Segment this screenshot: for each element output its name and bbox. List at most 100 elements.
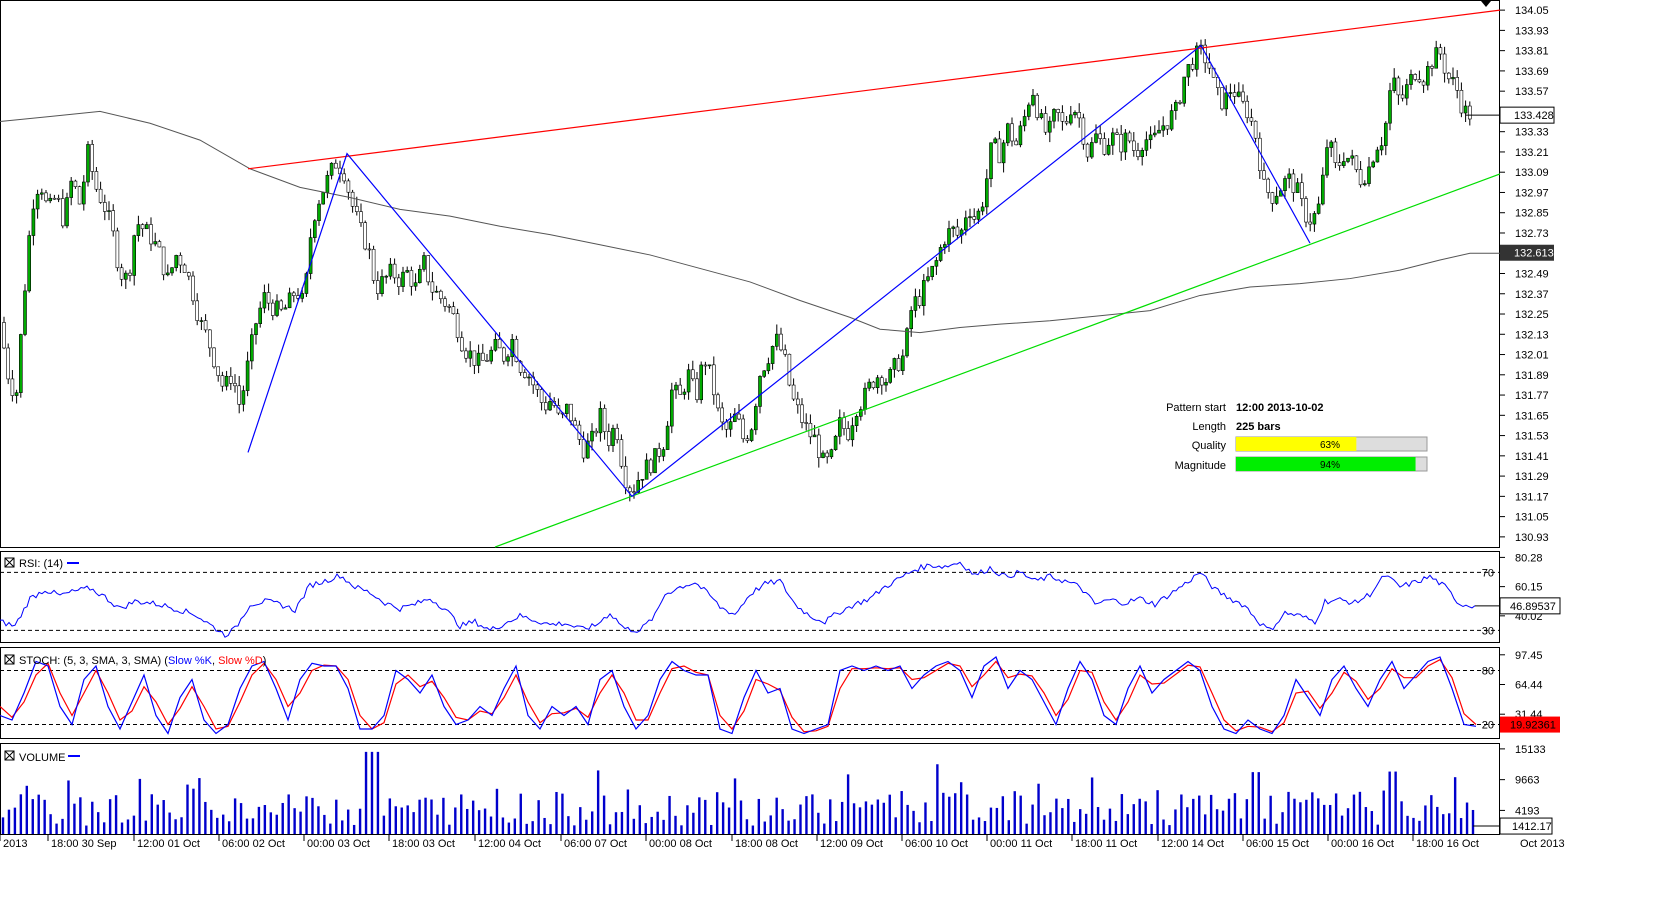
candle-body	[1291, 173, 1296, 193]
candle-body	[170, 267, 174, 274]
volume-bar	[519, 793, 522, 834]
volume-bar	[61, 818, 64, 834]
volume-bar	[656, 811, 659, 834]
candle-body	[237, 385, 241, 405]
volume-bar	[602, 795, 606, 834]
x-tick-label: Oct 2013	[1520, 838, 1565, 850]
candle-body	[1090, 142, 1094, 158]
candle-body	[1266, 178, 1270, 193]
volume-bar	[900, 791, 903, 834]
candle-body	[1451, 77, 1455, 80]
current-price-label: 133.428	[1514, 110, 1554, 122]
volume-bar	[829, 799, 832, 834]
volume-bar	[364, 751, 368, 834]
volume-bar	[579, 807, 582, 834]
volume-bar	[138, 778, 142, 834]
candle-body	[1111, 132, 1115, 146]
candle-body	[199, 320, 204, 322]
volume-bar	[846, 774, 850, 834]
candle-body	[417, 268, 422, 284]
candle-body	[1304, 198, 1308, 223]
volume-bar	[120, 822, 124, 834]
rsi-current-label: 46.89537	[1510, 601, 1556, 613]
candle-body	[816, 434, 821, 458]
price-tick-label: 133.33	[1515, 127, 1549, 139]
volume-bar	[1079, 809, 1082, 834]
candle-body	[1350, 155, 1354, 159]
volume-bar	[715, 792, 719, 834]
volume-bar	[1251, 772, 1254, 834]
candle-body	[644, 459, 649, 480]
candle-body	[6, 347, 10, 380]
volume-bar	[210, 809, 213, 834]
volume-bar	[1180, 794, 1183, 834]
candle-body	[27, 235, 32, 292]
stoch-level-label: 20	[1482, 720, 1494, 732]
volume-bar	[834, 821, 838, 834]
price-tick-label: 134.05	[1515, 5, 1549, 17]
price-tick-label: 133.09	[1515, 167, 1549, 179]
volume-bar	[1132, 804, 1135, 834]
volume-tick-label: 9663	[1515, 775, 1539, 787]
candle-body	[913, 296, 918, 311]
candle-body	[1455, 77, 1459, 91]
candle-body	[1371, 161, 1375, 168]
candle-body	[1367, 166, 1371, 184]
magnitude-bar-fill	[1236, 457, 1416, 471]
volume-bar	[466, 808, 469, 834]
volume-bar	[1067, 798, 1070, 834]
volume-bar	[168, 812, 171, 834]
volume-bar	[954, 793, 957, 834]
stoch-legend-k: Slow %K	[168, 655, 213, 667]
volume-bar	[1406, 815, 1409, 834]
volume-bar	[668, 795, 671, 834]
volume-bar	[882, 802, 886, 834]
candle-body	[1195, 45, 1199, 70]
candle-body	[396, 277, 401, 287]
candle-body	[972, 216, 977, 220]
volume-bar	[531, 821, 534, 834]
candle-body	[1148, 134, 1153, 141]
candle-body	[858, 409, 863, 417]
scroll-end-marker-icon[interactable]	[1481, 1, 1491, 7]
candle-body	[514, 339, 519, 362]
stoch-title: STOCH: (5, 3, SMA, 3, SMA) (Slow %K, Slo…	[4, 654, 266, 667]
candle-body	[766, 363, 771, 372]
candle-body	[879, 377, 884, 386]
candle-body	[312, 220, 317, 238]
candle-body	[1144, 139, 1149, 151]
candle-body	[161, 246, 166, 276]
volume-bar	[1007, 820, 1010, 834]
candle-body	[812, 434, 817, 438]
candle-body	[955, 226, 960, 236]
candle-body	[1300, 182, 1304, 199]
volume-bar	[1114, 820, 1118, 834]
volume-bar	[1138, 798, 1141, 834]
volume-bar	[739, 800, 743, 834]
price-tick-label: 132.73	[1515, 228, 1549, 240]
candle-body	[149, 224, 153, 245]
candle-body	[182, 264, 187, 273]
volume-bar	[198, 778, 201, 834]
candle-body	[430, 281, 435, 293]
candle-body	[1005, 123, 1010, 144]
candle-body	[1153, 132, 1157, 136]
candle-body	[401, 271, 405, 287]
volume-bar	[1275, 823, 1278, 834]
volume-bar	[436, 814, 439, 834]
x-tick-label: 12:00 14 Oct	[1161, 838, 1224, 850]
candle-body	[741, 418, 746, 440]
volume-bar	[1447, 813, 1451, 834]
volume-bar	[501, 817, 505, 834]
candle-body	[140, 224, 145, 230]
volume-bar	[1287, 791, 1290, 834]
volume-bar	[1102, 819, 1106, 834]
candle-body	[779, 333, 783, 351]
price-tick-label: 131.17	[1515, 491, 1549, 503]
volume-tick-label: 4193	[1515, 805, 1539, 817]
rsi-title: RSI: (14)	[4, 557, 79, 570]
candle-body	[266, 292, 271, 304]
candle-body	[493, 339, 498, 351]
candle-body	[682, 391, 687, 395]
pattern-magnitude-label: Magnitude	[1175, 460, 1226, 472]
